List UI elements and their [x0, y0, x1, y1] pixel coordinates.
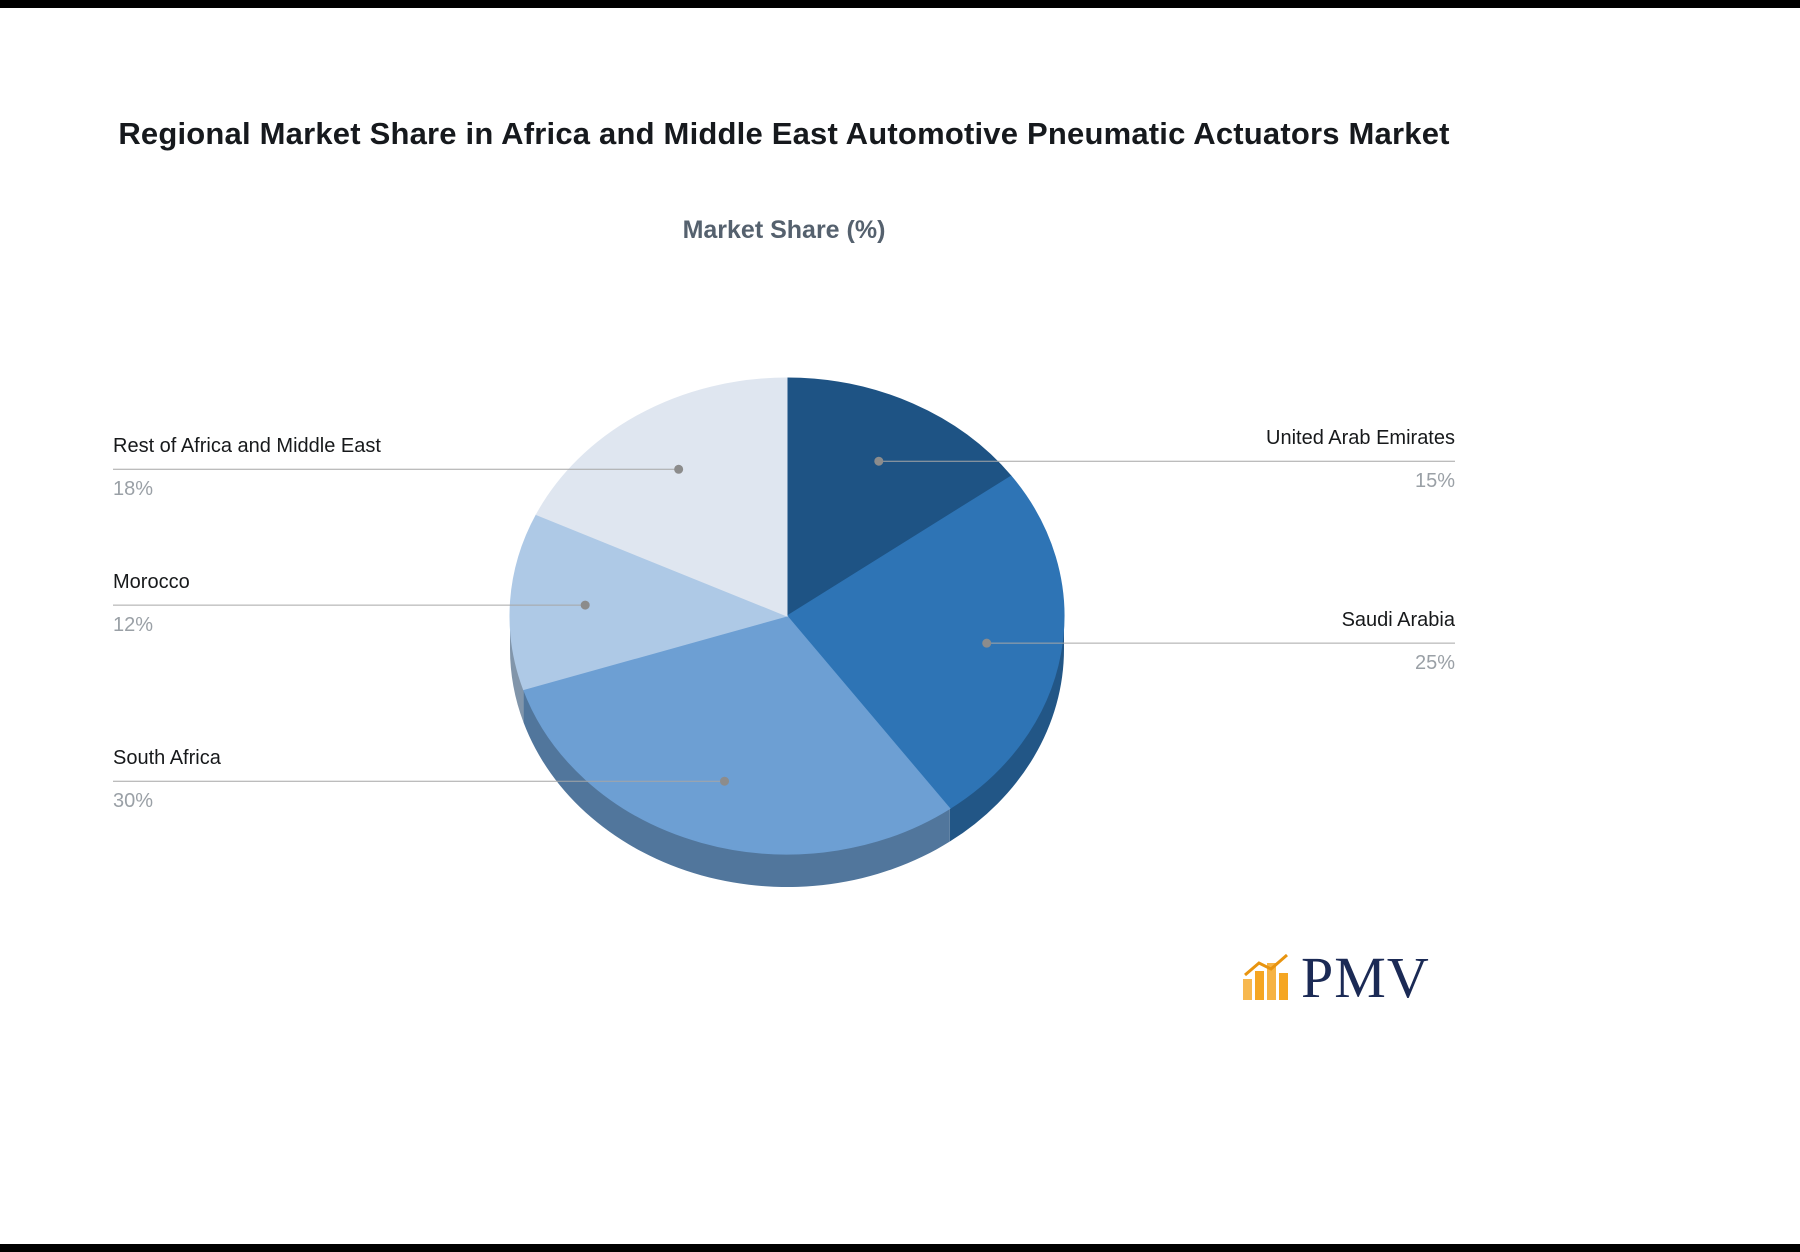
pie-slice — [786, 475, 1065, 810]
slice-value: 15% — [1414, 470, 1455, 493]
pie-slice — [509, 514, 789, 691]
chart-title: Regional Market Share in Africa and Midd… — [118, 116, 1450, 151]
pie-slice — [535, 377, 788, 617]
bar-chart-icon — [1243, 953, 1288, 1000]
leader-dot — [982, 638, 992, 648]
bottom-border — [0, 1244, 1800, 1252]
pie-slice-side — [949, 616, 1064, 842]
pmv-logo: PMV — [1238, 944, 1430, 1010]
slice-label: Saudi Arabia — [1341, 609, 1455, 632]
slice-label: Morocco — [113, 571, 190, 594]
slice-value: 30% — [113, 790, 154, 813]
pie-slice-side — [523, 689, 950, 887]
logo-text: PMV — [1301, 944, 1430, 1010]
leader-dot — [674, 464, 684, 474]
slice-label: South Africa — [113, 747, 221, 770]
pie-slice — [786, 377, 1012, 617]
leader-dot — [720, 776, 730, 786]
top-border — [0, 0, 1800, 8]
chart-subtitle: Market Share (%) — [682, 216, 886, 244]
slice-label: United Arab Emirates — [1266, 427, 1455, 450]
pie-slice — [522, 615, 951, 855]
slice-value: 25% — [1414, 652, 1455, 675]
slice-value: 12% — [113, 614, 154, 637]
leader-dot — [580, 600, 590, 610]
leader-dot — [874, 456, 884, 466]
slice-value: 18% — [113, 478, 154, 501]
slice-label: Rest of Africa and Middle East — [113, 435, 381, 458]
